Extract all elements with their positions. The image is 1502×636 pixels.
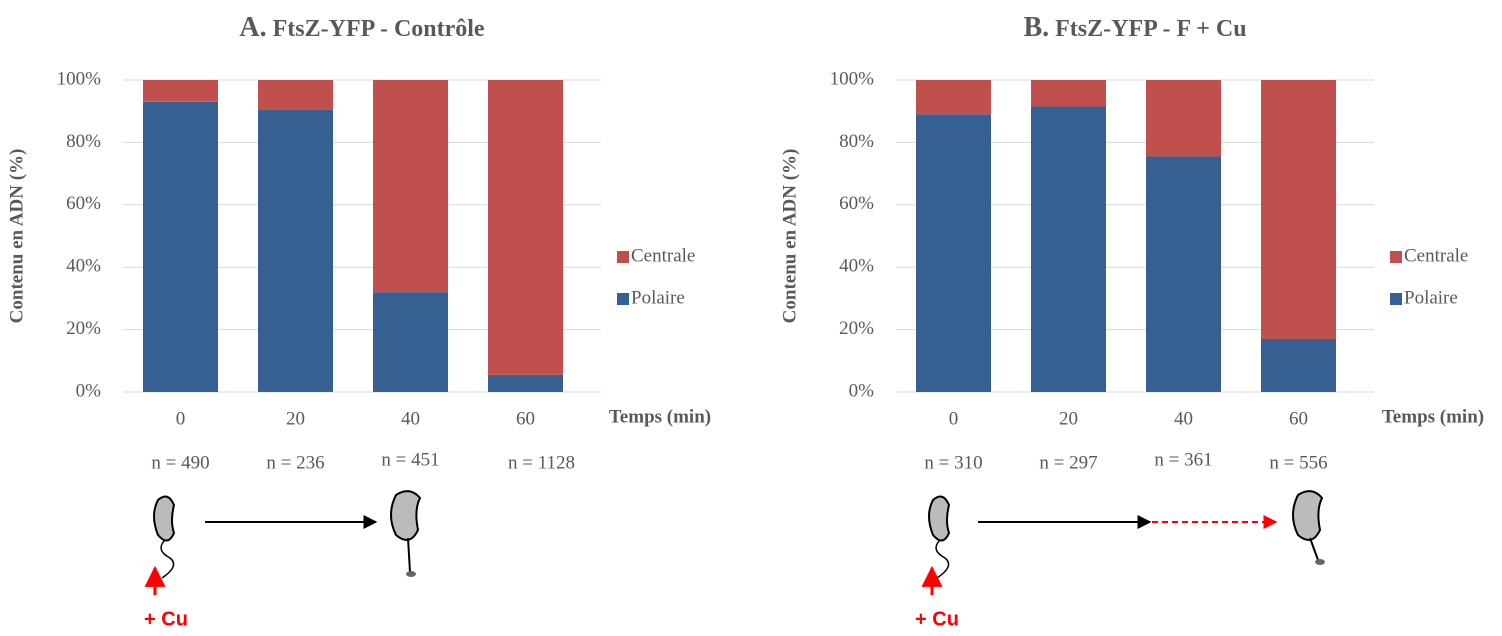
bar-segment bbox=[916, 80, 991, 115]
sample-size: n = 451 bbox=[381, 449, 439, 470]
bar-segment bbox=[916, 114, 991, 392]
bar-segment bbox=[373, 292, 448, 392]
y-tick-label: 80% bbox=[66, 131, 101, 152]
bar-segment bbox=[1146, 156, 1221, 392]
bar-segment bbox=[488, 374, 563, 392]
legend-swatch bbox=[1390, 251, 1402, 263]
y-tick-label: 100% bbox=[830, 68, 875, 89]
title-text: FtsZ-YFP - Contrôle bbox=[273, 16, 485, 42]
x-tick-label: 60 bbox=[516, 408, 535, 429]
bar-segment bbox=[1031, 80, 1106, 107]
sample-size: n = 1128 bbox=[508, 452, 575, 473]
bar-segment bbox=[373, 80, 448, 293]
y-tick-label: 40% bbox=[66, 256, 101, 277]
y-tick-label: 60% bbox=[66, 193, 101, 214]
y-tick-label: 0% bbox=[76, 380, 102, 401]
panel-label: B. bbox=[1023, 12, 1049, 43]
x-tick-label: 20 bbox=[286, 408, 305, 429]
legend-swatch bbox=[617, 251, 629, 263]
x-tick-label: 60 bbox=[1289, 408, 1308, 429]
y-axis-label: Contenu en ADN (%) bbox=[6, 149, 27, 324]
y-tick-label: 100% bbox=[57, 68, 102, 89]
legend-swatch bbox=[617, 293, 629, 305]
sample-size: n = 556 bbox=[1269, 452, 1327, 473]
schematic-a bbox=[144, 490, 422, 595]
y-tick-label: 80% bbox=[839, 131, 874, 152]
bar-segment bbox=[488, 80, 563, 375]
x-tick-label: 20 bbox=[1059, 408, 1078, 429]
bar-segment bbox=[258, 80, 333, 110]
y-tick-label: 20% bbox=[66, 318, 101, 339]
sample-size: n = 310 bbox=[924, 452, 982, 473]
treatment-label: + Cu bbox=[144, 608, 188, 630]
chart-title: B. FtsZ-YFP - F + Cu bbox=[1023, 12, 1246, 43]
legend-label: Centrale bbox=[1404, 245, 1468, 266]
bar-segment bbox=[1031, 106, 1106, 393]
sample-size: n = 490 bbox=[151, 452, 209, 473]
treatment-label: + Cu bbox=[915, 608, 959, 630]
legend-label: Polaire bbox=[1404, 287, 1458, 308]
y-tick-label: 40% bbox=[839, 256, 874, 277]
x-axis-label: Temps (min) bbox=[1382, 406, 1484, 427]
y-axis-label: Contenu en ADN (%) bbox=[779, 149, 800, 324]
y-tick-label: 60% bbox=[839, 193, 874, 214]
x-axis-label: Temps (min) bbox=[609, 406, 711, 427]
sample-size: n = 361 bbox=[1154, 449, 1212, 470]
y-tick-label: 0% bbox=[849, 380, 875, 401]
schematic-b bbox=[921, 490, 1325, 595]
y-tick-label: 20% bbox=[839, 318, 874, 339]
x-tick-label: 40 bbox=[401, 408, 420, 429]
x-tick-label: 0 bbox=[949, 408, 959, 429]
bar-segment bbox=[143, 80, 218, 102]
panel-label: A. bbox=[239, 12, 266, 43]
bar-segment bbox=[1261, 338, 1336, 392]
legend-label: Centrale bbox=[631, 245, 695, 266]
sample-size: n = 236 bbox=[266, 452, 324, 473]
legend-label: Polaire bbox=[631, 287, 685, 308]
bar-segment bbox=[258, 109, 333, 392]
legend-swatch bbox=[1390, 293, 1402, 305]
bar-segment bbox=[1146, 80, 1221, 157]
bar-segment bbox=[1261, 80, 1336, 339]
title-text: FtsZ-YFP - F + Cu bbox=[1055, 16, 1246, 42]
bar-segment bbox=[143, 101, 218, 392]
x-tick-label: 40 bbox=[1174, 408, 1193, 429]
x-tick-label: 0 bbox=[176, 408, 186, 429]
chart-title: A. FtsZ-YFP - Contrôle bbox=[239, 12, 485, 43]
sample-size: n = 297 bbox=[1039, 452, 1097, 473]
